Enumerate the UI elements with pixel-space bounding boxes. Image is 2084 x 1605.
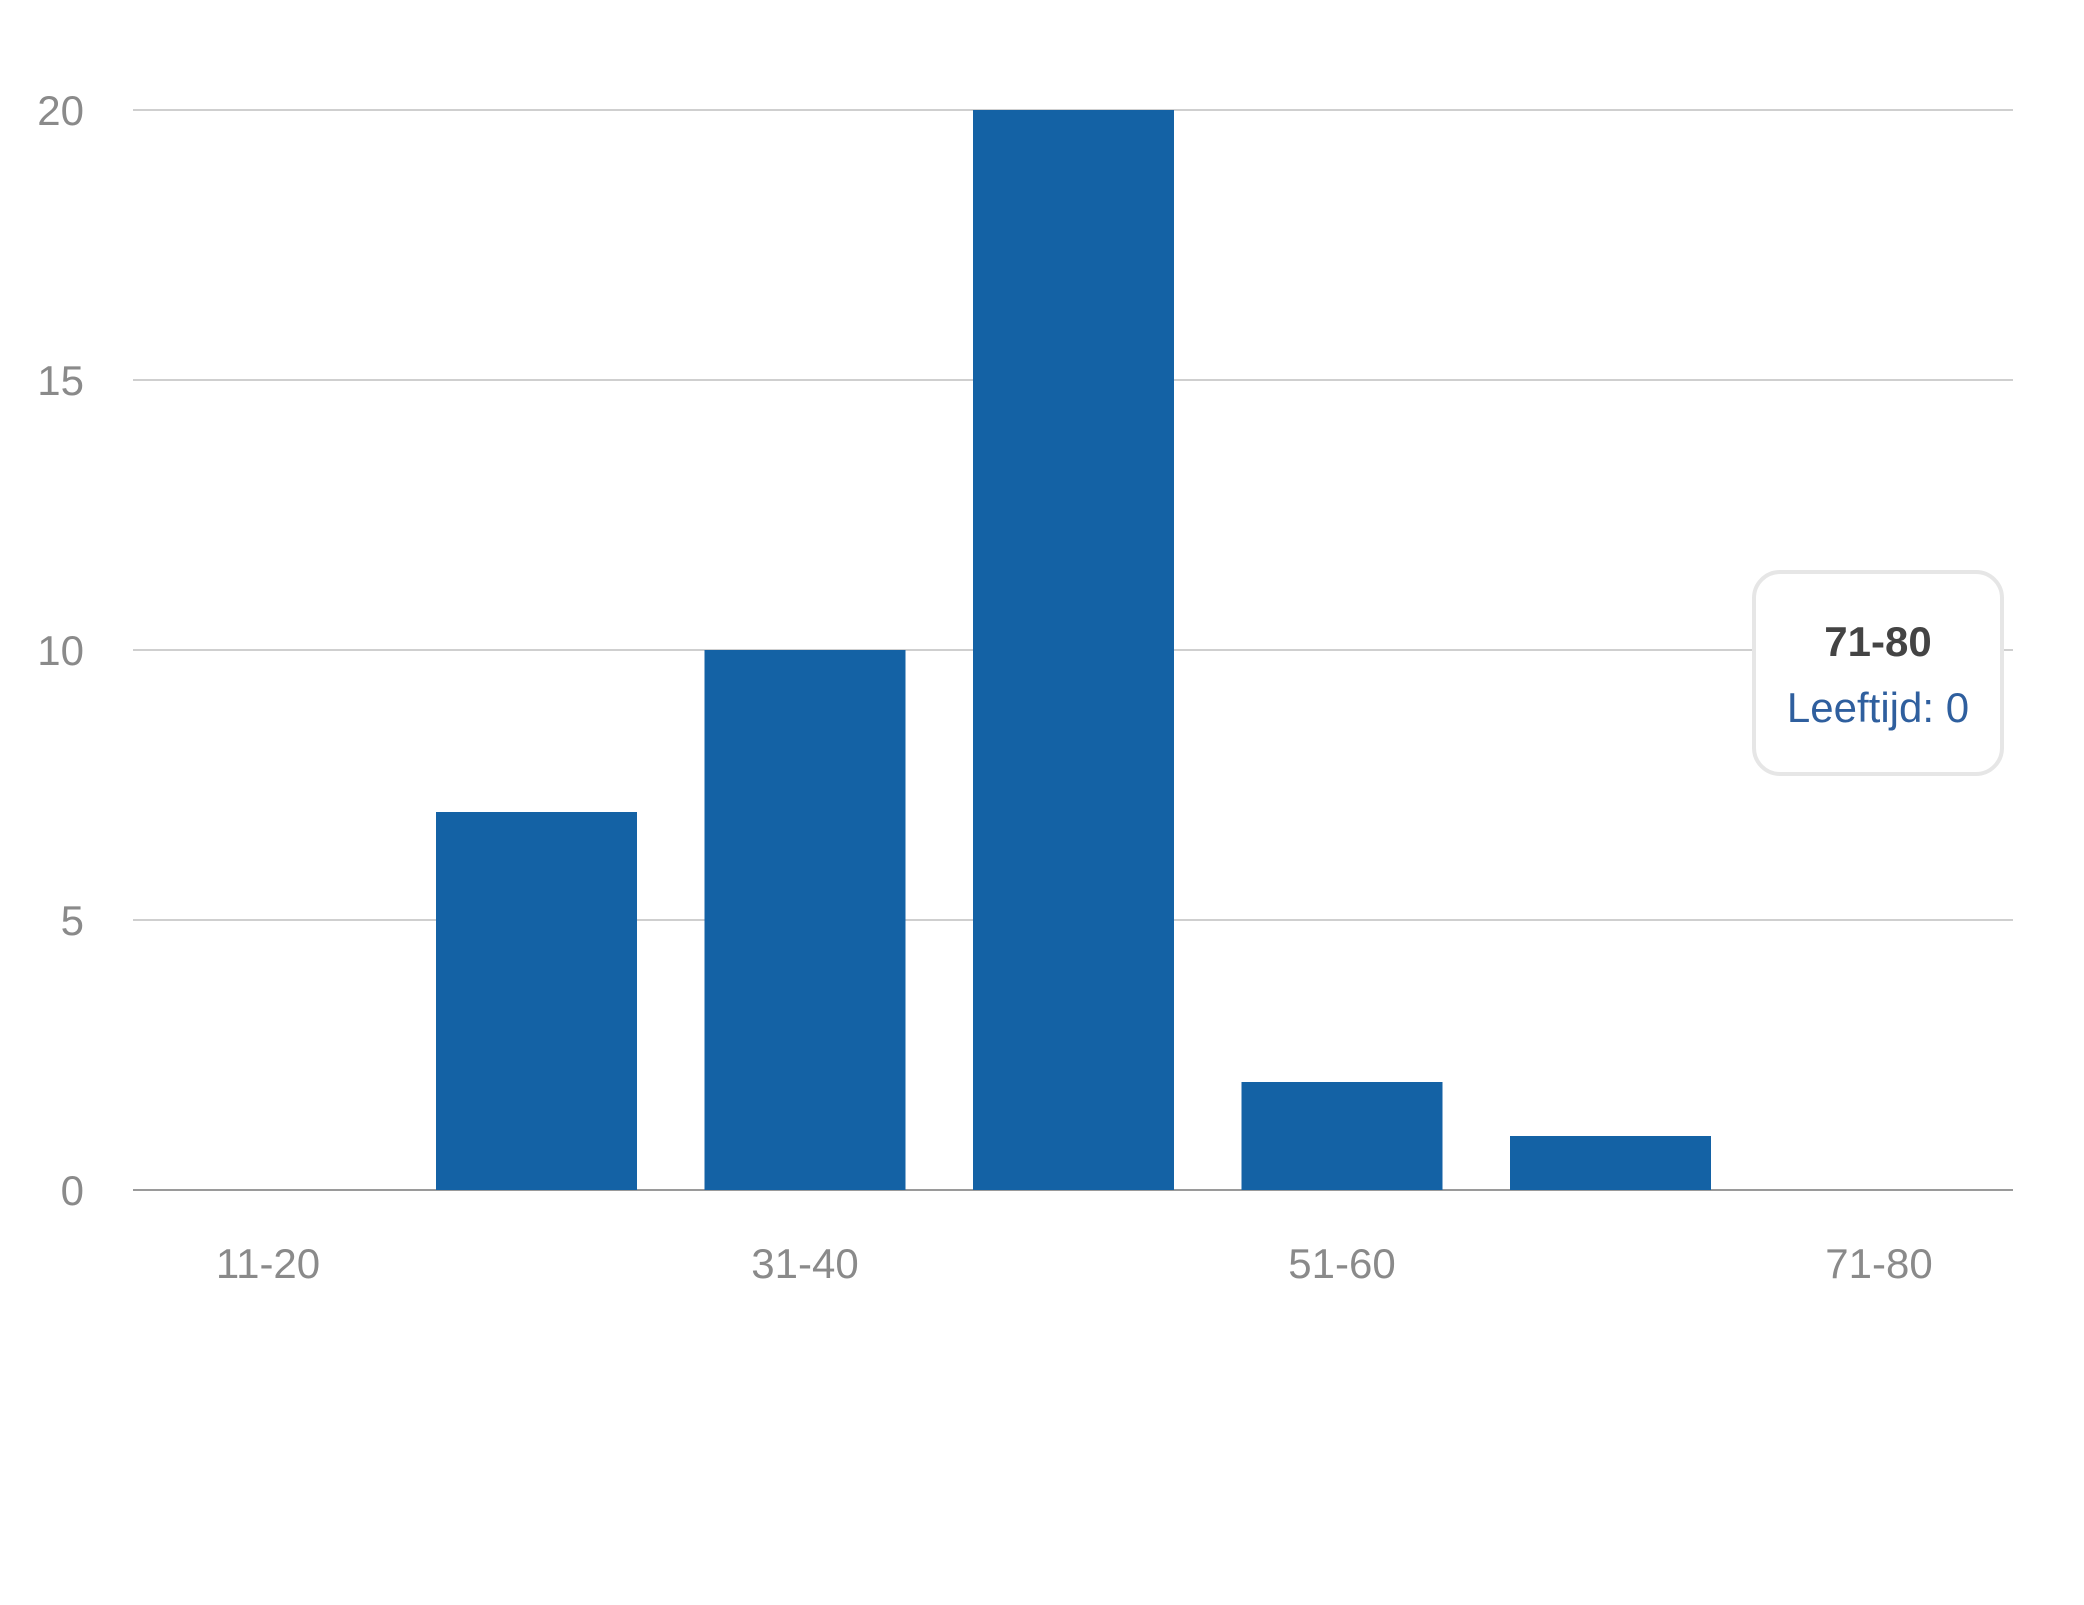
x-axis-labels: 11-20 31-40 51-60 71-80 bbox=[216, 1240, 1933, 1287]
y-tick-label: 10 bbox=[37, 627, 84, 674]
x-tick-label: 51-60 bbox=[1288, 1240, 1395, 1287]
bar-61-70[interactable] bbox=[1510, 1136, 1711, 1190]
y-axis-labels: 0 5 10 15 20 bbox=[37, 87, 84, 1214]
y-tick-label: 20 bbox=[37, 87, 84, 134]
bar-41-50[interactable] bbox=[973, 110, 1174, 1190]
bar-31-40[interactable] bbox=[704, 650, 906, 1190]
chart-tooltip: 71-80 Leeftijd: 0 bbox=[1752, 570, 2004, 776]
tooltip-value: Leeftijd: 0 bbox=[1786, 684, 1970, 731]
y-tick-label: 5 bbox=[61, 897, 84, 944]
x-tick-label: 31-40 bbox=[751, 1240, 858, 1287]
bar-21-30[interactable] bbox=[436, 812, 637, 1190]
tooltip-category: 71-80 bbox=[1824, 618, 1932, 665]
y-tick-label: 0 bbox=[61, 1167, 84, 1214]
bars bbox=[436, 110, 1711, 1190]
y-tick-label: 15 bbox=[37, 357, 84, 404]
x-tick-label: 71-80 bbox=[1825, 1240, 1932, 1287]
x-tick-label: 11-20 bbox=[216, 1240, 320, 1287]
bar-51-60[interactable] bbox=[1241, 1082, 1443, 1190]
